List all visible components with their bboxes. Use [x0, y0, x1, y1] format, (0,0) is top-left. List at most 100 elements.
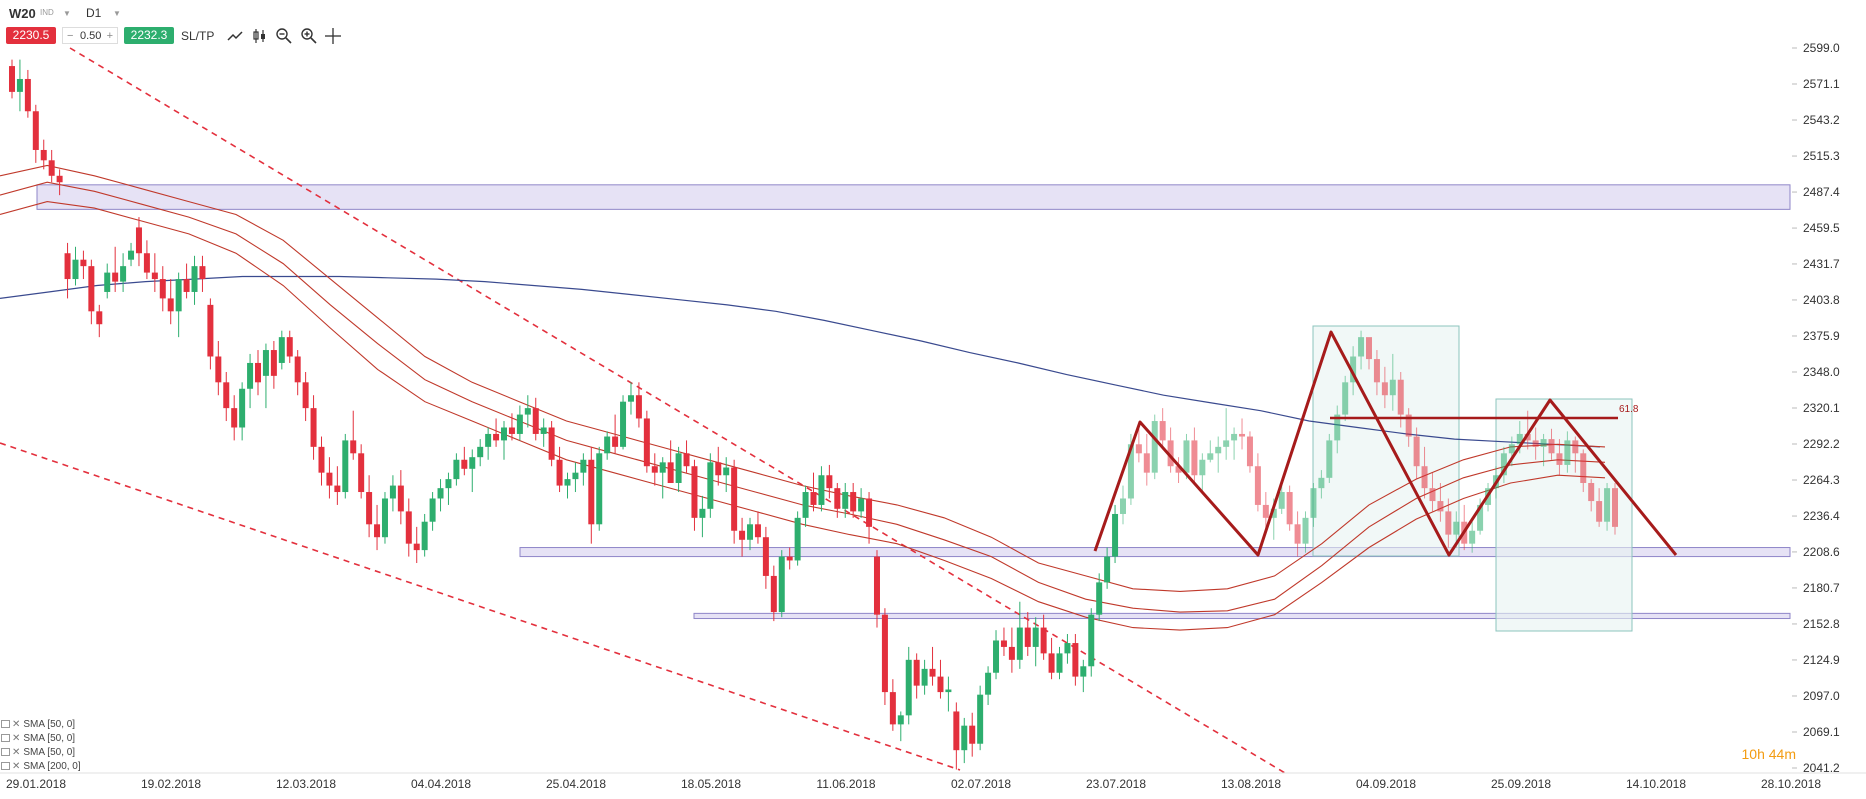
- candle: [421, 513, 428, 557]
- candle: [834, 482, 841, 518]
- candle: [1556, 439, 1563, 476]
- timeframe-dropdown-icon[interactable]: ▼: [113, 9, 121, 18]
- x-tick-label: 11.06.2018: [816, 777, 875, 791]
- candle: [723, 457, 730, 493]
- lot-minus-button[interactable]: −: [67, 30, 74, 42]
- candle: [1326, 433, 1333, 483]
- lot-size-stepper[interactable]: − 0.50 +: [62, 27, 118, 44]
- sma200-line: [0, 275, 1601, 448]
- candle: [1056, 646, 1063, 680]
- price-axis[interactable]: 2599.0 2571.1 2543.2 2515.3 2487.4 2459.5 2431…: [1792, 41, 1840, 775]
- indicator-row[interactable]: ✕ SMA [50, 0]: [1, 732, 81, 746]
- candle: [24, 69, 31, 118]
- candle: [1334, 405, 1341, 454]
- candle: [183, 263, 190, 299]
- candle: [1119, 485, 1126, 525]
- candle-body: [1064, 643, 1071, 654]
- lot-plus-button[interactable]: +: [106, 30, 113, 42]
- candle: [1262, 492, 1269, 531]
- candle-body: [437, 488, 444, 499]
- time-axis[interactable]: 29.01.2018 19.02.2018 12.03.2018 04.04.2018…: [0, 772, 1866, 791]
- candle-body: [778, 556, 785, 613]
- candle-body: [1469, 530, 1476, 544]
- remove-icon[interactable]: ✕: [12, 733, 21, 744]
- y-tick-label: 2487.4: [1803, 185, 1840, 199]
- x-tick-label: 28.10.2018: [1761, 777, 1821, 791]
- candle-body: [548, 427, 555, 460]
- remove-icon[interactable]: ✕: [12, 747, 21, 758]
- candle: [993, 630, 1000, 680]
- candle-body: [1397, 379, 1404, 415]
- candle-body: [786, 556, 793, 561]
- line-chart-icon[interactable]: [225, 26, 245, 46]
- candle: [485, 427, 492, 460]
- indicator-label: SMA [50, 0]: [23, 747, 76, 758]
- candle: [286, 330, 293, 363]
- settings-icon[interactable]: [1, 734, 10, 743]
- symbol-dropdown-icon[interactable]: ▼: [63, 9, 71, 18]
- candle-body: [715, 462, 722, 476]
- candle-type-icon[interactable]: [250, 26, 270, 46]
- candle: [1588, 479, 1595, 512]
- indicator-row[interactable]: ✕ SMA [50, 0]: [1, 746, 81, 760]
- zoom-out-icon[interactable]: [274, 26, 294, 46]
- candle: [1096, 573, 1103, 622]
- candle-body: [104, 272, 111, 292]
- zoom-in-icon[interactable]: [299, 26, 319, 46]
- candle: [937, 659, 944, 699]
- candle: [1000, 627, 1007, 656]
- candle-body: [1119, 498, 1126, 514]
- symbol-label[interactable]: W20: [9, 6, 36, 21]
- candle-body: [1270, 508, 1277, 518]
- settings-icon[interactable]: [1, 720, 10, 729]
- sltp-button[interactable]: SL/TP: [181, 29, 215, 43]
- lot-size-value[interactable]: 0.50: [80, 30, 102, 42]
- candle-body: [1437, 501, 1444, 512]
- candle-body: [239, 388, 246, 428]
- candle-body: [1088, 614, 1095, 667]
- buy-button[interactable]: 2232.3: [124, 27, 174, 44]
- candle: [350, 410, 357, 460]
- y-tick-label: 2515.3: [1803, 149, 1840, 163]
- indicator-row[interactable]: ✕ SMA [200, 0]: [1, 760, 81, 774]
- x-tick-label: 23.07.2018: [1086, 777, 1146, 791]
- candle: [366, 475, 373, 538]
- candle-body: [953, 711, 960, 751]
- y-tick-label: 2320.1: [1803, 401, 1840, 415]
- candle: [508, 413, 515, 441]
- candle-body: [770, 575, 777, 613]
- candle-body: [643, 418, 650, 467]
- settings-icon[interactable]: [1, 762, 10, 771]
- candle-body: [667, 462, 674, 483]
- candle-body: [1358, 337, 1365, 357]
- crosshair-icon[interactable]: [323, 26, 343, 46]
- candle-body: [112, 272, 119, 282]
- candle: [493, 418, 500, 447]
- settings-icon[interactable]: [1, 748, 10, 757]
- remove-icon[interactable]: ✕: [12, 719, 21, 730]
- candle-body: [826, 475, 833, 489]
- y-tick-label: 2375.9: [1803, 329, 1840, 343]
- candle-body: [9, 66, 15, 92]
- candle: [1532, 427, 1539, 460]
- sell-button[interactable]: 2230.5: [6, 27, 56, 44]
- indicator-row[interactable]: ✕ SMA [50, 0]: [1, 718, 81, 732]
- candle: [524, 395, 531, 428]
- candle: [9, 59, 15, 99]
- timeframe-label[interactable]: D1: [86, 6, 102, 20]
- candle-body: [461, 459, 468, 469]
- candle-body: [1540, 439, 1547, 447]
- candle-body: [1167, 440, 1174, 467]
- candle: [588, 446, 595, 544]
- candle: [1080, 659, 1087, 693]
- candle-body: [1413, 436, 1420, 467]
- candle: [191, 255, 198, 305]
- candle: [739, 517, 746, 557]
- remove-icon[interactable]: ✕: [12, 761, 21, 772]
- candle-body: [873, 556, 880, 615]
- x-tick-label: 02.07.2018: [951, 777, 1011, 791]
- candle: [1572, 436, 1579, 473]
- candle: [699, 495, 706, 538]
- candle-body: [1350, 356, 1357, 383]
